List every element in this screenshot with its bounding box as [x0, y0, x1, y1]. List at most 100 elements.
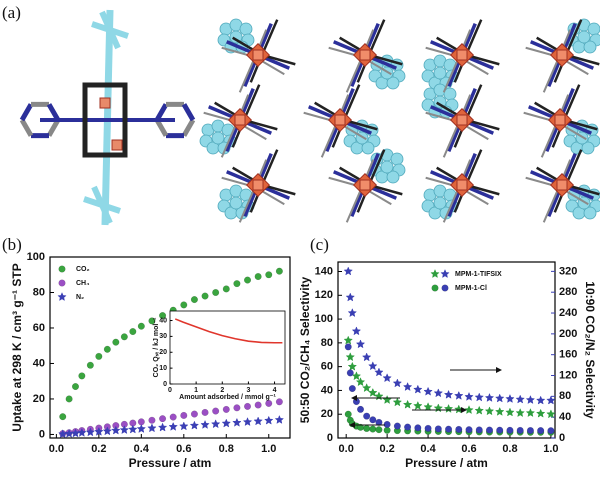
data-point	[361, 383, 372, 393]
data-point	[59, 413, 67, 421]
metal-node	[556, 179, 568, 191]
y-tick-label: 10	[159, 365, 167, 372]
ligand	[260, 19, 279, 56]
data-point	[393, 422, 401, 430]
data-point	[148, 416, 156, 424]
anion	[577, 30, 591, 44]
data-point	[119, 425, 130, 435]
pillar	[101, 9, 114, 226]
data-point	[344, 410, 352, 418]
data-point	[345, 292, 355, 302]
data-point	[233, 404, 241, 412]
data-point	[221, 418, 231, 428]
data-line	[174, 318, 283, 344]
ligand	[564, 19, 583, 56]
metal-node	[111, 139, 123, 151]
data-point	[402, 382, 413, 391]
data-point	[465, 426, 473, 434]
anion	[99, 10, 121, 50]
anion	[587, 22, 600, 36]
ring	[19, 103, 34, 122]
anion	[386, 76, 400, 90]
data-point	[212, 288, 220, 297]
legend-marker	[58, 279, 66, 287]
data-point	[343, 266, 353, 276]
data-point	[352, 398, 360, 406]
data-point	[382, 373, 392, 383]
data-point	[102, 426, 113, 436]
data-point	[506, 426, 514, 434]
data-point	[86, 361, 94, 369]
ligand	[367, 149, 386, 186]
data-point	[77, 427, 87, 437]
data-point	[120, 333, 128, 341]
data-point	[369, 425, 377, 433]
ligand	[345, 186, 363, 223]
ligand	[464, 84, 483, 121]
data-point	[180, 301, 188, 309]
data-point	[253, 416, 263, 426]
data-point	[474, 392, 484, 402]
x-axis-label: Pressure / atm	[405, 456, 488, 470]
y2-tick-label: 80	[559, 390, 571, 402]
x-axis-label: Pressure / atm	[129, 456, 212, 470]
legend-label: MPM-1-TIFSIX	[455, 271, 502, 278]
y-tick-label: 0	[39, 428, 45, 440]
panel-label: (a)	[2, 3, 21, 22]
anion	[390, 152, 404, 166]
y2-tick-label: 40	[559, 411, 571, 423]
data-point	[169, 413, 177, 421]
data-point	[355, 339, 366, 349]
anion	[239, 22, 253, 36]
x-tick-label: 0.2	[91, 443, 106, 455]
ligand	[220, 121, 238, 158]
legend-marker	[431, 284, 439, 292]
data-point	[535, 395, 546, 405]
y2-tick-label: 320	[559, 265, 577, 277]
y2-tick-label: 200	[559, 328, 577, 340]
data-point	[201, 292, 209, 300]
x-tick-label: 0.6	[461, 443, 476, 455]
data-point	[71, 382, 80, 391]
panel-label: (c)	[310, 235, 329, 254]
data-point	[157, 422, 168, 432]
y-tick-label: 0	[163, 381, 167, 388]
y-tick-label: 20	[33, 393, 45, 405]
data-point	[147, 423, 157, 433]
ligand	[562, 84, 581, 121]
x-tick-label: 0.0	[49, 443, 64, 455]
data-point	[525, 395, 536, 404]
x-tick-label: 0.8	[219, 443, 234, 455]
ring	[154, 103, 169, 122]
y-tick-label: 40	[33, 357, 45, 369]
y2-tick-label: 240	[559, 307, 577, 319]
y-tick-label: 100	[315, 313, 333, 325]
data-point	[137, 322, 145, 330]
metal-node	[456, 49, 468, 61]
metal-node	[234, 114, 246, 126]
data-point	[136, 424, 147, 433]
data-point	[484, 406, 495, 416]
data-point	[547, 427, 555, 435]
legend-label: MPM-1-Cl	[455, 285, 487, 292]
anion	[91, 185, 113, 225]
data-point	[546, 409, 556, 419]
data-point	[343, 335, 353, 345]
data-point	[346, 369, 354, 377]
ligand	[238, 56, 256, 93]
data-point	[189, 420, 200, 430]
data-point	[368, 361, 378, 371]
ligand	[540, 121, 558, 158]
data-point	[375, 426, 383, 434]
data-point	[254, 272, 262, 281]
x-tick-label: 1	[194, 387, 198, 394]
x-tick-label: 1.0	[543, 443, 558, 455]
data-point	[94, 426, 104, 436]
ring	[46, 103, 61, 122]
crystal-structures	[19, 9, 600, 226]
ligand	[238, 186, 256, 223]
data-point	[275, 398, 283, 406]
data-point	[454, 390, 464, 400]
data-point	[433, 388, 444, 398]
